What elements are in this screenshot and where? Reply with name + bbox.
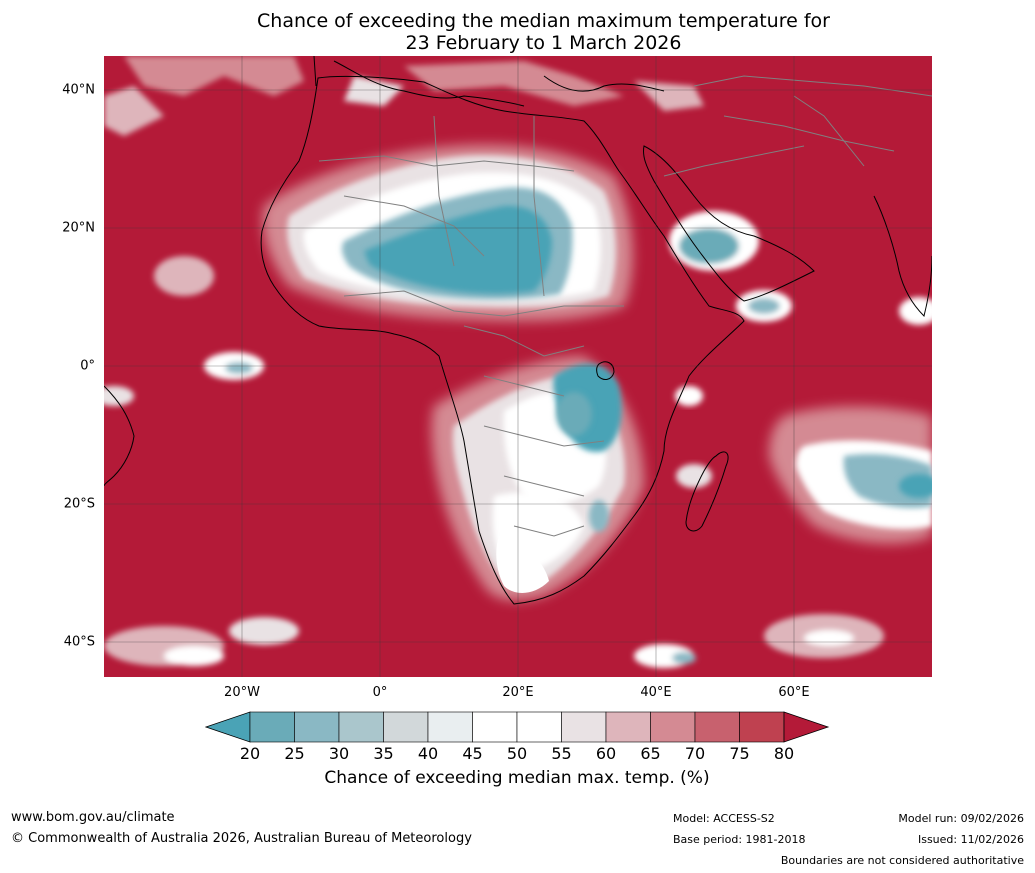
madagascar-coastline (685, 451, 729, 532)
brazil-coastline (104, 385, 135, 487)
colorbar-segment (516, 711, 562, 743)
colorbar-segment (605, 711, 651, 743)
colorbar-tick-label: 65 (640, 744, 661, 763)
lon-label-40e: 40°E (640, 685, 672, 700)
lon-label-20e: 20°E (502, 685, 534, 700)
colorbar-tick-label: 30 (328, 744, 350, 763)
title-line-1: Chance of exceeding the median maximum t… (257, 10, 830, 32)
colorbar-segment (338, 711, 384, 743)
colorbar-tick-label: 60 (595, 744, 617, 763)
website-link[interactable]: www.bom.gov.au/climate (11, 810, 175, 825)
colorbar-tick-label: 55 (551, 744, 572, 763)
colorbar-tick-label: 80 (773, 744, 795, 763)
southern-africa-anomaly-field (431, 356, 644, 601)
issued-date: Issued: 11/02/2026 (917, 833, 1024, 846)
arabia-coastline (643, 145, 815, 302)
europe-anomaly-field (104, 56, 704, 136)
indian-ocean-anomaly-field (675, 386, 932, 544)
colorbar-tick-label: 70 (684, 744, 706, 763)
coastlines (104, 56, 932, 605)
colorbar-segment (472, 711, 518, 743)
colorbar-segment (561, 711, 607, 743)
lat-label-40n: 40°N (62, 82, 95, 98)
colorbar-tick-label: 25 (284, 744, 305, 763)
title-line-2: 23 February to 1 March 2026 (405, 32, 682, 54)
boundaries-disclaimer: Boundaries are not considered authoritat… (780, 854, 1024, 867)
colorbar-tick-label: 40 (417, 744, 439, 763)
colorbar-segment (739, 711, 785, 743)
colorbar-segment (694, 711, 740, 743)
lat-label-20s: 20°S (63, 496, 95, 512)
map-title: Chance of exceeding the median maximum t… (0, 10, 1035, 54)
colorbar-tick-label: 50 (506, 744, 528, 763)
model-name: Model: ACCESS-S2 (673, 812, 775, 825)
lat-label-0: 0° (80, 358, 95, 374)
forecast-map (104, 56, 932, 677)
colorbar-arrow-high (783, 711, 830, 743)
colorbar-segment (383, 711, 429, 743)
lat-label-20n: 20°N (62, 220, 95, 236)
base-period: Base period: 1981-2018 (673, 833, 806, 846)
colorbar-tick-label: 20 (239, 744, 261, 763)
colorbar-label: Chance of exceeding median max. temp. (%… (324, 768, 710, 788)
copyright-notice: © Commonwealth of Australia 2026, Austra… (11, 831, 472, 846)
colorbar-segment (294, 711, 340, 743)
africa-coastline (260, 75, 745, 605)
lon-label-20w: 20°W (224, 685, 260, 700)
lake-victoria-outline (596, 361, 615, 380)
colorbar (205, 711, 830, 743)
colorbar-tick-label: 35 (373, 744, 394, 763)
colorbar-segment (650, 711, 696, 743)
colorbar-segment (249, 711, 295, 743)
india-coastline (873, 195, 932, 317)
country-borders (318, 75, 932, 537)
europe-coastline (313, 56, 665, 107)
lon-label-60e: 60°E (778, 685, 810, 700)
model-run-date: Model run: 09/02/2026 (898, 812, 1024, 825)
lat-label-40s: 40°S (63, 634, 95, 650)
map-canvas (104, 56, 932, 677)
colorbar-tick-label: 45 (462, 744, 483, 763)
arabia-anomaly-field (669, 211, 792, 322)
lon-label-0: 0° (372, 685, 388, 700)
colorbar-arrow-low (205, 711, 251, 743)
colorbar-segment (427, 711, 473, 743)
colorbar-tick-label: 75 (729, 744, 750, 763)
graticule (104, 56, 932, 677)
